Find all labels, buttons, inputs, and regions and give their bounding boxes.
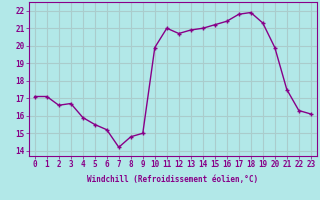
X-axis label: Windchill (Refroidissement éolien,°C): Windchill (Refroidissement éolien,°C) (87, 175, 258, 184)
